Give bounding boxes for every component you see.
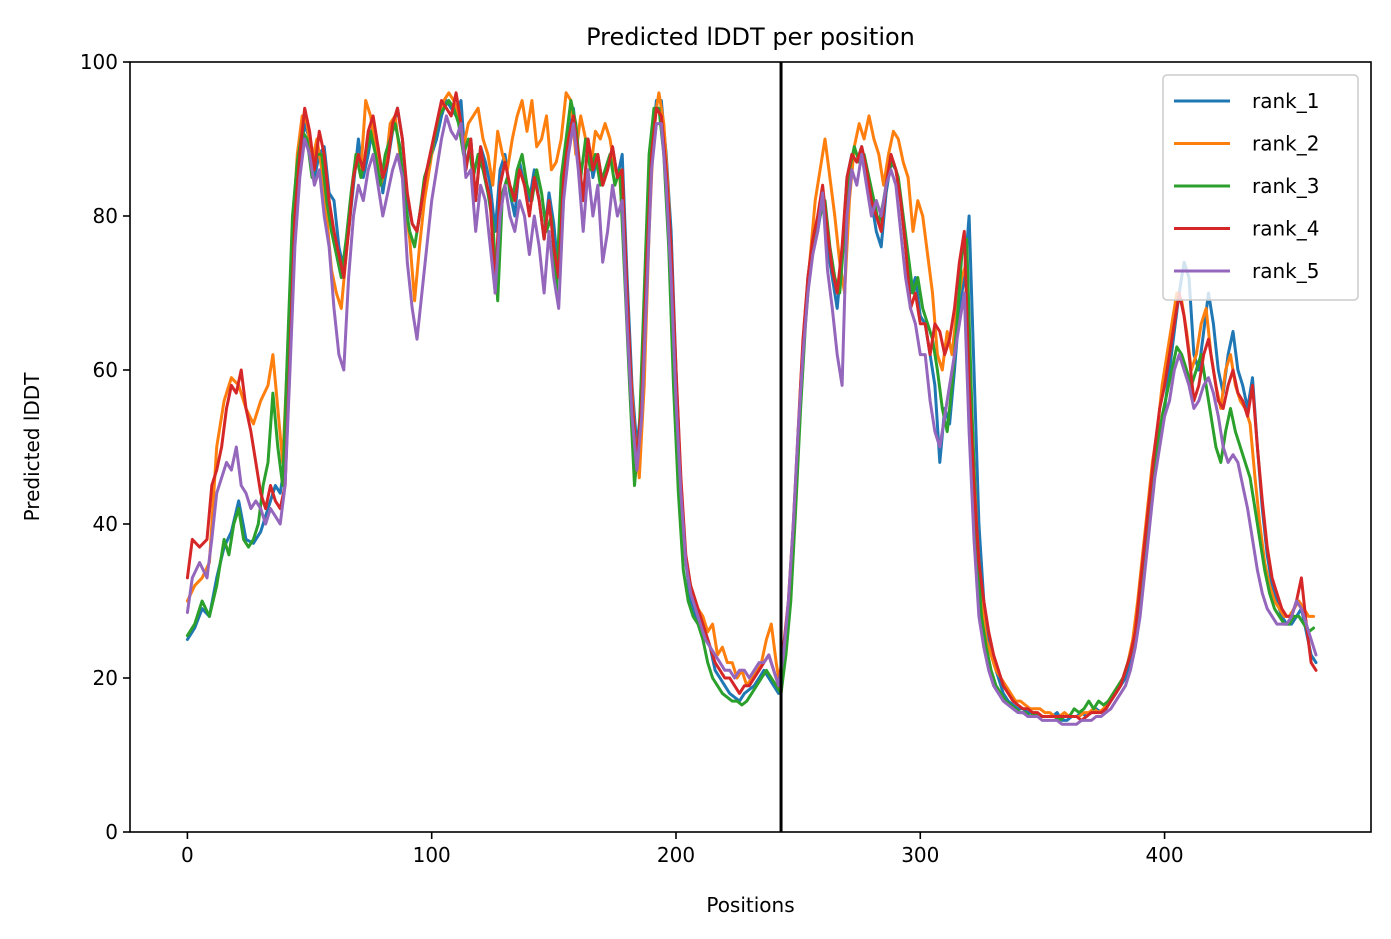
- series-line-rank-5: [185, 114, 1318, 726]
- x-axis-ticks: 0 100 200 300 400: [181, 832, 1184, 867]
- legend-label: rank_1: [1252, 89, 1319, 113]
- chart-title: Predicted lDDT per position: [586, 23, 915, 51]
- legend-label: rank_5: [1252, 259, 1319, 283]
- y-tick-label: 100: [80, 50, 118, 74]
- y-tick-label: 60: [93, 358, 118, 382]
- series-layer: [185, 91, 1318, 726]
- x-tick-label: 0: [181, 843, 194, 867]
- plot-frame: [129, 61, 1372, 833]
- x-tick-label: 100: [413, 843, 451, 867]
- y-axis-label: Predicted lDDT: [20, 372, 44, 522]
- legend-label: rank_3: [1252, 174, 1319, 198]
- x-tick-label: 300: [901, 843, 939, 867]
- series-line-rank-4: [185, 91, 1318, 722]
- y-tick-label: 20: [93, 666, 118, 690]
- y-axis-ticks: 0 20 40 60 80 100: [80, 50, 130, 844]
- legend-label: rank_4: [1252, 217, 1319, 241]
- legend-box: [1162, 74, 1359, 301]
- y-tick-label: 80: [93, 204, 118, 228]
- x-tick-label: 200: [657, 843, 695, 867]
- legend: rank_1 rank_2 rank_3 rank_4 rank_5: [1162, 74, 1359, 301]
- y-tick-label: 40: [93, 512, 118, 536]
- y-tick-label: 0: [105, 820, 118, 844]
- x-axis-label: Positions: [706, 893, 794, 917]
- legend-label: rank_2: [1252, 132, 1319, 156]
- x-tick-label: 400: [1145, 843, 1183, 867]
